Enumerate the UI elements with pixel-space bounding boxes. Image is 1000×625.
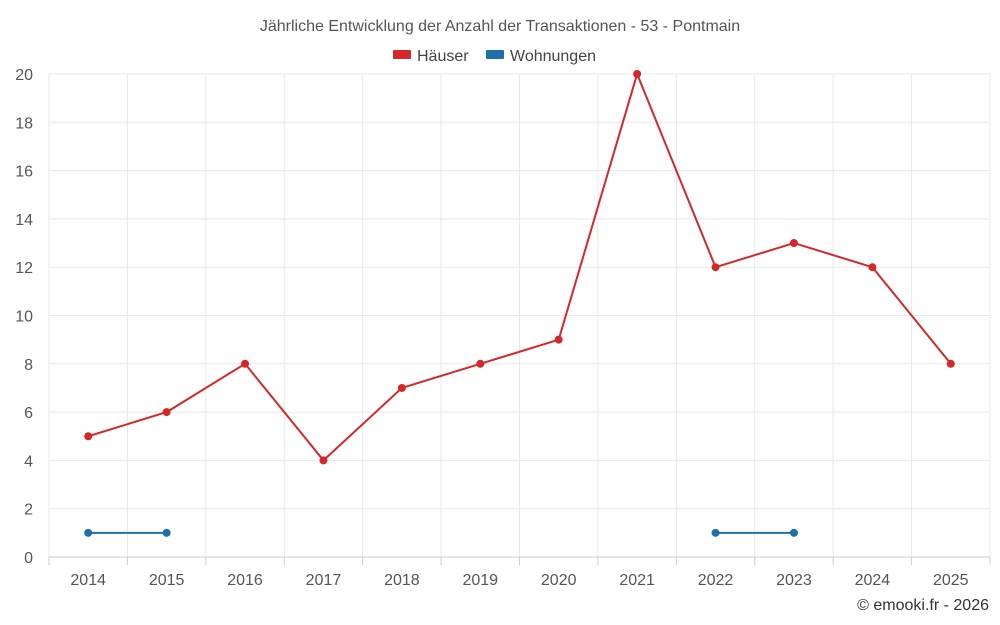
data-point[interactable] [789,239,798,248]
series-line [87,73,952,462]
series [84,70,955,537]
x-tick-label: 2021 [619,572,655,589]
grid [48,73,991,558]
x-tick-label: 2018 [384,572,420,589]
x-tick-label: 2023 [776,572,812,589]
data-point[interactable] [711,528,720,537]
data-point[interactable] [162,408,171,417]
data-point[interactable] [789,528,798,537]
data-point[interactable] [84,432,93,441]
y-tick-label: 4 [24,453,33,470]
legend: Häuser Wohnungen [393,48,596,65]
y-tick-label: 2 [24,502,33,519]
data-point[interactable] [84,528,93,537]
x-tick-label: 2014 [70,572,106,589]
x-tick-label: 2016 [227,572,263,589]
chart-title: Jährliche Entwicklung der Anzahl der Tra… [260,18,740,35]
data-point[interactable] [868,263,877,272]
data-point[interactable] [633,70,642,78]
x-tick-label: 2025 [933,572,969,589]
y-tick-label: 16 [15,164,33,181]
y-tick-label: 20 [15,67,33,84]
x-axis-ticks: 2014 2015 2016 2017 2018 2019 2020 2021 2022 2023… [48,557,991,589]
data-point[interactable] [241,359,250,368]
legend-label-hauser: Häuser [417,48,469,65]
x-tick-label: 2024 [855,572,891,589]
legend-swatch-wohnungen [486,50,504,59]
y-tick-label: 0 [24,550,33,567]
y-tick-label: 14 [15,212,33,229]
x-tick-label: 2019 [462,572,498,589]
x-tick-label: 2022 [698,572,734,589]
series-wohnungen [84,528,798,537]
data-point[interactable] [476,359,485,368]
data-point[interactable] [319,456,328,465]
data-point[interactable] [554,335,563,344]
legend-label-wohnungen: Wohnungen [510,48,596,65]
x-tick-label: 2015 [149,572,185,589]
y-tick-label: 10 [15,309,33,326]
x-tick-label: 2017 [306,572,342,589]
y-axis-ticks: 0 2 4 6 8 10 12 14 16 18 20 [15,67,33,567]
series-hauser [84,70,955,465]
data-point[interactable] [711,263,720,272]
data-point[interactable] [397,383,406,392]
y-tick-label: 6 [24,405,33,422]
data-point[interactable] [162,528,171,537]
y-tick-label: 12 [15,260,33,277]
y-tick-label: 18 [15,115,33,132]
credit-text: © emooki.fr - 2026 [857,597,989,614]
legend-swatch-hauser [393,50,411,59]
data-point[interactable] [946,359,955,368]
y-tick-label: 8 [24,357,33,374]
x-tick-label: 2020 [541,572,577,589]
